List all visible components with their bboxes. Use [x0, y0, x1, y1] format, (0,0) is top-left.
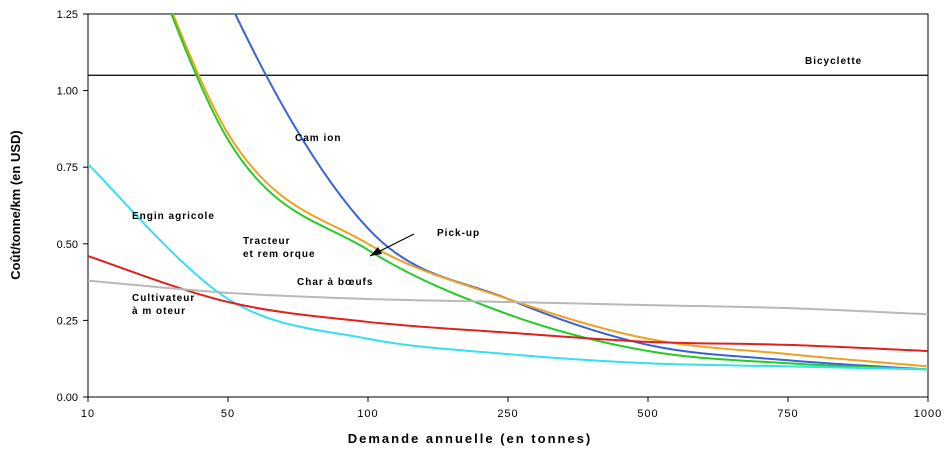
annotation: Cultivateur	[132, 293, 195, 304]
x-tick-label: 750	[777, 408, 798, 420]
x-tick-label: 10	[81, 408, 95, 420]
series-line	[88, 279, 928, 316]
x-tick-label: 250	[497, 408, 518, 420]
plot-frame	[87, 13, 929, 398]
annotation: Tracteur	[243, 236, 290, 247]
series-line	[88, 163, 928, 371]
series-line	[171, 14, 928, 368]
lines	[88, 14, 928, 371]
arrow-head	[370, 247, 382, 256]
y-tick-label: 0.50	[57, 239, 78, 251]
y-tick-label: 0.75	[57, 162, 78, 174]
y-tick-label: 1.00	[57, 86, 78, 98]
series-line	[88, 255, 928, 353]
y-tick-label: 0.00	[57, 392, 78, 404]
x-tick-label: 50	[221, 408, 235, 420]
annotation: Engin agricole	[132, 211, 215, 222]
y-tick-label: 0.25	[57, 315, 78, 327]
series-line	[170, 14, 928, 371]
annotation: Cam ion	[295, 133, 341, 144]
annotation: et rem orque	[243, 249, 316, 260]
x-tick-label: 1000	[914, 408, 942, 420]
y-tick-label: 1.25	[57, 9, 78, 21]
x-tick-label: 500	[637, 408, 658, 420]
annotation: Pick-up	[437, 228, 480, 239]
x-tick-label: 100	[357, 408, 378, 420]
annotation: Bicyclette	[805, 56, 862, 67]
annotation: à m oteur	[132, 306, 186, 317]
y-axis-title: Coût/tonne/km (en USD)	[8, 130, 23, 280]
annotation: Char à bœufs	[297, 277, 373, 288]
x-axis-title: Demande annuelle (en tonnes)	[348, 431, 593, 446]
